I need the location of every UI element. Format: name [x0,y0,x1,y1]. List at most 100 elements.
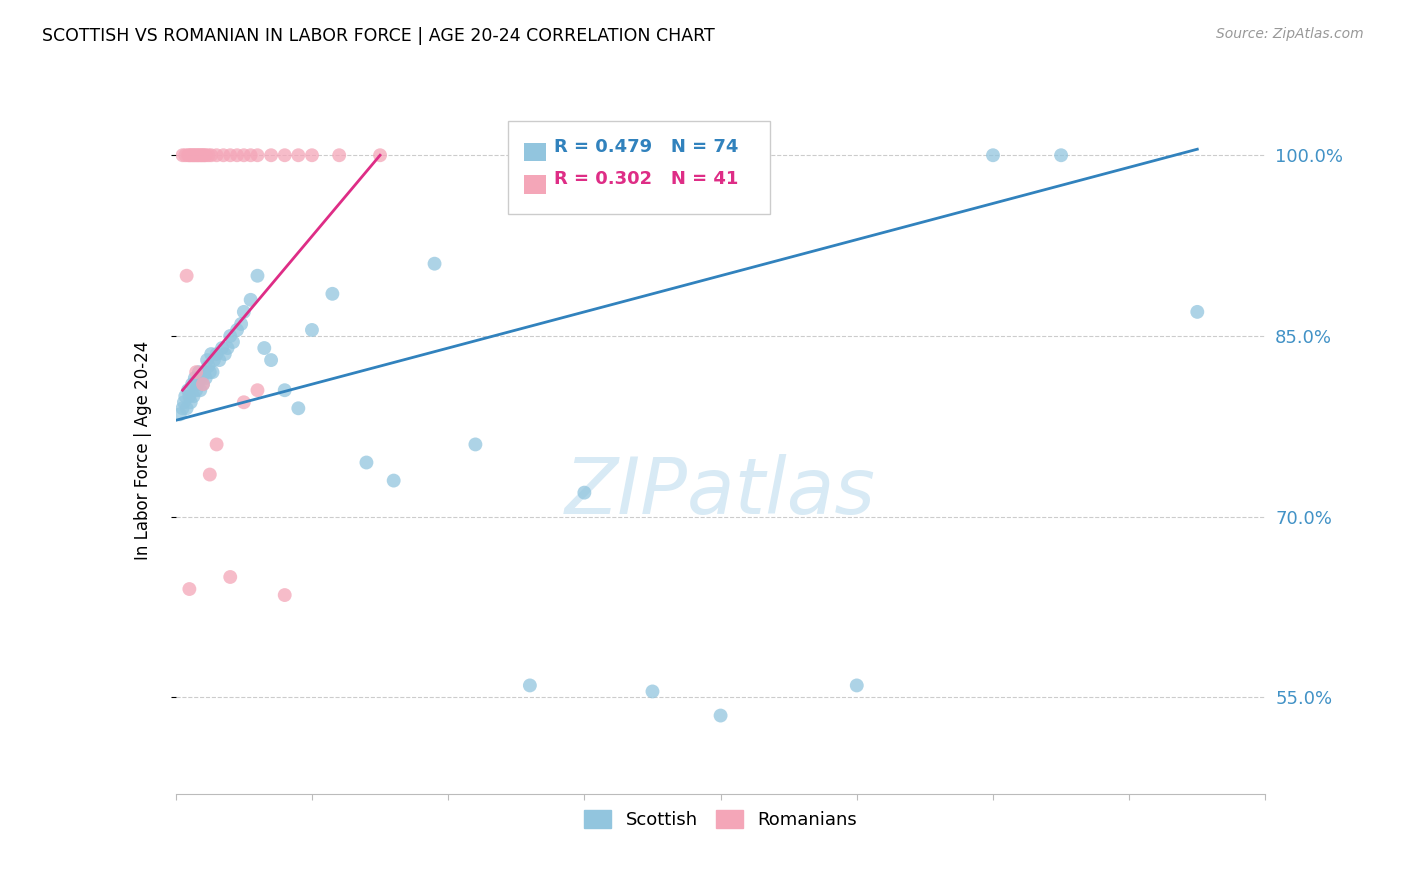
Point [187,365,209,379]
Point [232,305,254,319]
Point [1050,148,1073,162]
Point [173,395,195,409]
Point [301,323,323,337]
Point [219,148,242,162]
Point [226,323,249,337]
Point [194,371,217,385]
Point [205,347,228,361]
Text: Source: ZipAtlas.com: Source: ZipAtlas.com [1216,27,1364,41]
Point [232,395,254,409]
Point [205,148,228,162]
Point [519,678,541,692]
Point [195,353,218,368]
Point [180,395,202,409]
Point [183,148,205,162]
Point [1187,305,1209,319]
Point [253,341,276,355]
Point [183,389,205,403]
Point [423,257,446,271]
Point [172,401,194,416]
Point [186,148,209,162]
Point [191,377,214,392]
Point [197,148,219,162]
Point [574,485,596,500]
Point [184,371,207,385]
Text: R = 0.302   N = 41: R = 0.302 N = 41 [554,170,738,188]
Point [202,353,225,368]
Point [186,383,208,397]
Point [188,383,211,397]
Point [222,334,245,349]
Point [246,383,269,397]
Point [274,588,297,602]
Point [197,359,219,373]
Point [187,148,209,162]
Point [181,148,204,162]
Point [328,148,350,162]
Y-axis label: In Labor Force | Age 20-24: In Labor Force | Age 20-24 [134,341,152,560]
Point [287,401,309,416]
Point [194,148,217,162]
Point [208,353,231,368]
FancyBboxPatch shape [524,143,546,161]
Point [188,148,211,162]
Point [191,148,214,162]
Point [180,148,202,162]
Point [169,407,191,421]
Point [274,148,297,162]
Point [212,148,235,162]
Point [201,365,224,379]
Point [217,341,239,355]
Point [190,371,212,385]
Point [211,341,233,355]
Point [186,365,208,379]
Point [181,377,204,392]
Point [186,377,209,392]
Point [172,148,194,162]
Point [260,148,283,162]
Point [177,383,200,397]
Point [174,389,197,403]
Point [176,401,198,416]
Point [214,347,236,361]
Point [193,148,215,162]
Text: ZIPatlas: ZIPatlas [565,454,876,530]
Point [239,293,262,307]
Point [198,365,221,379]
Point [287,148,309,162]
Point [198,467,221,482]
Point [191,377,214,392]
Point [464,437,486,451]
Point [356,456,378,470]
Point [219,570,242,584]
Point [186,148,208,162]
Legend: Scottish, Romanians: Scottish, Romanians [576,803,865,837]
Point [177,148,200,162]
Point [981,148,1004,162]
Text: R = 0.479   N = 74: R = 0.479 N = 74 [554,138,738,156]
Point [219,329,242,343]
Point [260,353,283,368]
Point [176,268,198,283]
Point [246,268,269,283]
Point [179,148,201,162]
Point [174,148,197,162]
Text: SCOTTISH VS ROMANIAN IN LABOR FORCE | AGE 20-24 CORRELATION CHART: SCOTTISH VS ROMANIAN IN LABOR FORCE | AG… [42,27,714,45]
Point [200,148,222,162]
Point [184,148,207,162]
Point [226,148,249,162]
Point [193,365,215,379]
Point [368,148,391,162]
Point [710,708,733,723]
Point [301,148,323,162]
Point [239,148,262,162]
Point [232,148,254,162]
Point [231,317,253,331]
Point [321,286,343,301]
Point [845,678,868,692]
Point [205,437,228,451]
FancyBboxPatch shape [524,175,546,194]
Point [641,684,664,698]
Point [190,148,212,162]
FancyBboxPatch shape [508,120,769,213]
